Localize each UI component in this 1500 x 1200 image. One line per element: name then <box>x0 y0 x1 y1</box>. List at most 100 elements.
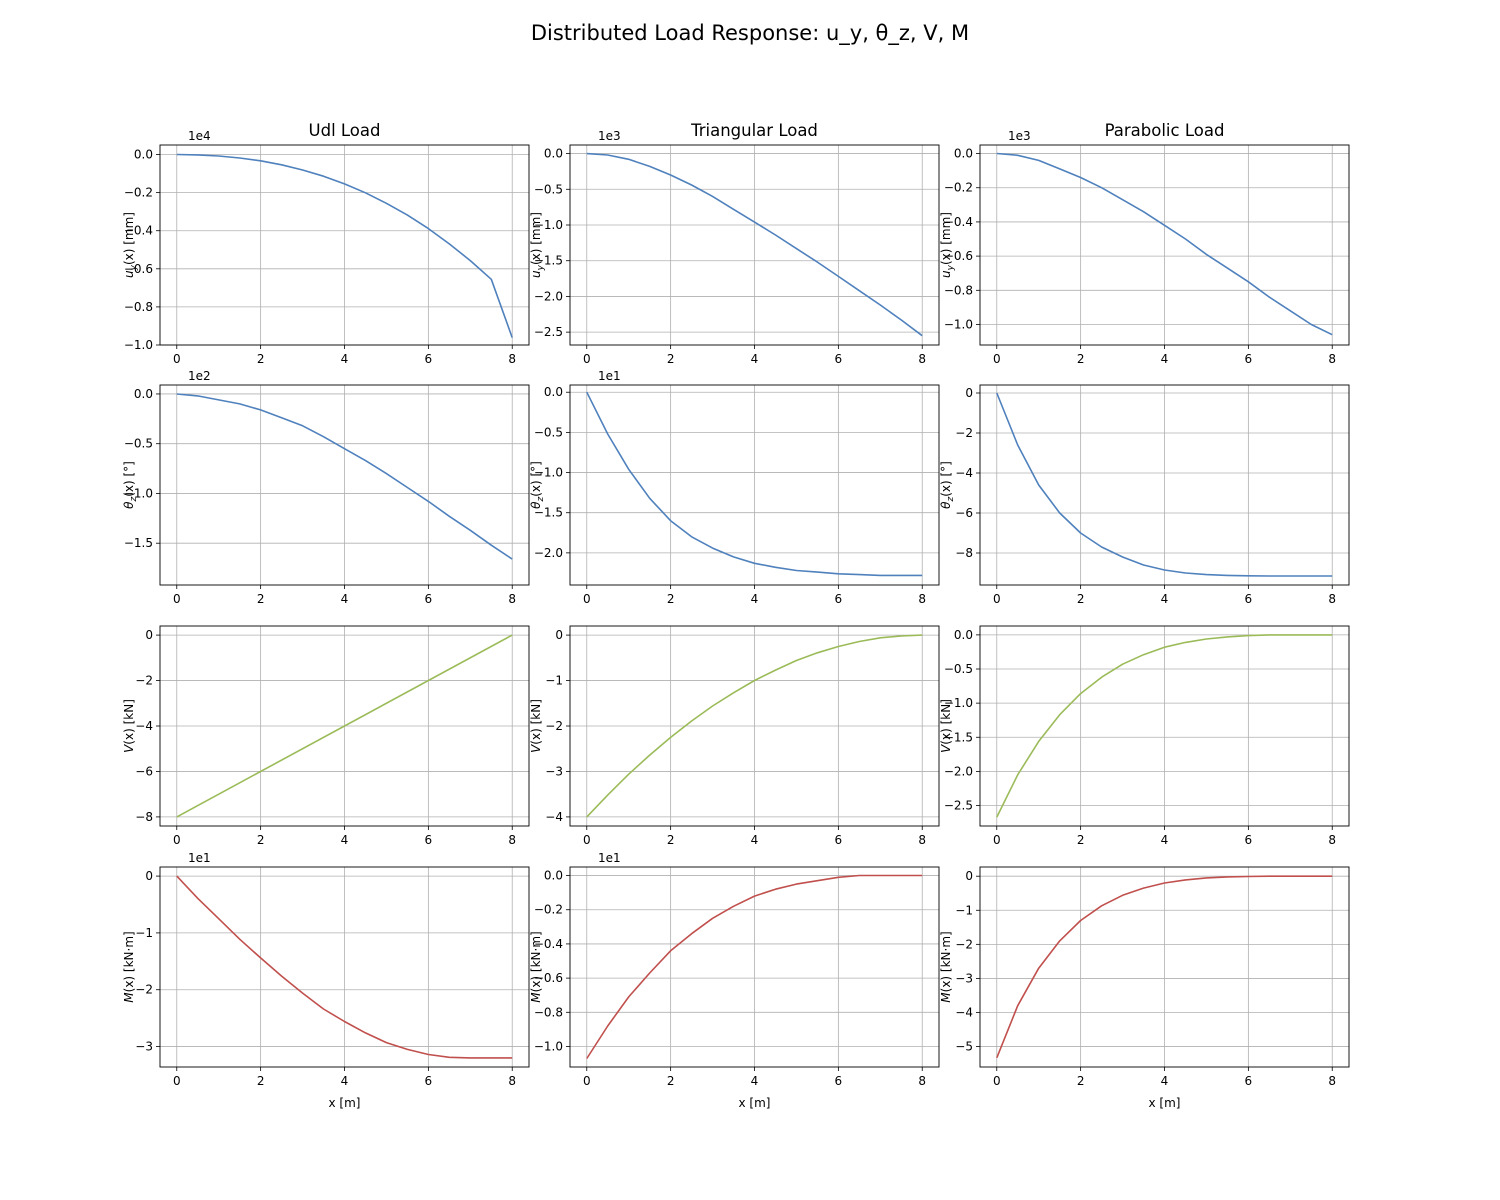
axis-offset-label: 1e1 <box>188 851 211 865</box>
y-axis-label: θz(x) [°] <box>529 461 546 509</box>
y-axis-label-rest: (x) [kN] <box>939 699 953 745</box>
x-tick-label: 6 <box>835 1074 843 1088</box>
y-axis-label-symbol: θ <box>939 501 953 509</box>
x-tick-label: 4 <box>341 833 349 847</box>
x-tick-label: 8 <box>1328 592 1336 606</box>
axis-offset-label: 1e1 <box>598 851 621 865</box>
x-tick-label: 8 <box>508 352 516 366</box>
y-tick-label: 0.0 <box>544 869 563 883</box>
x-tick-label: 2 <box>667 833 675 847</box>
y-axis-label-rest: (x) [kN·m] <box>939 931 953 992</box>
x-tick-label: 8 <box>1328 833 1336 847</box>
y-axis-label-rest: (x) [°] <box>529 461 543 497</box>
y-tick-label: −2.0 <box>944 764 973 778</box>
y-tick-label: −3 <box>135 1040 153 1054</box>
y-axis-label-symbol: M <box>122 992 136 1003</box>
y-tick-label: −2.5 <box>534 325 563 339</box>
y-tick-label: −0.2 <box>124 186 153 200</box>
y-tick-label: 0.0 <box>134 148 153 162</box>
y-tick-label: −4 <box>955 466 973 480</box>
series-line <box>176 393 513 560</box>
subplot-r2-c3: 0 2 4 6 8 0 −2 −4 −6 −8 θz(x) [°] <box>939 384 1350 606</box>
subplot-title: Parabolic Load <box>1105 121 1225 140</box>
y-tick-label: −2 <box>135 983 153 997</box>
y-axis-label: θz(x) [°] <box>939 461 956 509</box>
x-tick-label: 0 <box>993 1074 1001 1088</box>
y-axis-label-symbol: u <box>939 270 953 278</box>
x-tick-label: 4 <box>751 592 759 606</box>
y-tick-label: −5 <box>955 1040 973 1054</box>
y-axis-label-rest: (x) [mm] <box>529 212 543 265</box>
y-tick-label: −0.8 <box>124 300 153 314</box>
y-axis-label: M(x) [kN·m] <box>122 931 136 1002</box>
x-tick-label: 6 <box>425 352 433 366</box>
x-tick-label: 4 <box>1161 833 1169 847</box>
x-axis-label: x [m] <box>739 1096 771 1110</box>
x-tick-label: 2 <box>667 352 675 366</box>
y-axis-label-rest: (x) [°] <box>939 461 953 497</box>
y-tick-label: −3 <box>955 971 973 985</box>
x-tick-label: 0 <box>993 352 1001 366</box>
y-tick-label: −1.0 <box>534 218 563 232</box>
y-axis-label-symbol: V <box>939 744 953 753</box>
y-tick-label: −1.5 <box>534 254 563 268</box>
y-axis-label-rest: (x) [kN] <box>122 699 136 745</box>
series-line <box>586 391 923 577</box>
x-tick-label: 2 <box>257 1074 265 1088</box>
subplot-r1-c2: 0 2 4 6 8 0.0 −0.5 −1.0 −1.5 −2.0 −2.5 1e3 Triangula… <box>529 121 940 366</box>
x-tick-label: 0 <box>173 352 181 366</box>
series-line <box>996 152 1333 336</box>
y-tick-label: −0.5 <box>534 182 563 196</box>
y-axis-label-symbol: V <box>529 744 543 753</box>
y-tick-label: −2 <box>955 426 973 440</box>
y-axis-label-symbol: M <box>939 992 953 1003</box>
y-tick-label: 0 <box>555 628 563 642</box>
y-tick-label: −1.5 <box>534 506 563 520</box>
y-tick-label: 0.0 <box>954 147 973 161</box>
x-tick-label: 0 <box>583 1074 591 1088</box>
y-tick-label: 0.0 <box>544 147 563 161</box>
x-tick-label: 4 <box>341 352 349 366</box>
subplot-r2-c2: 0 2 4 6 8 0.0 −0.5 −1.0 −1.5 −2.0 1e1 θz(x) [°] <box>529 369 940 606</box>
x-tick-label: 2 <box>257 592 265 606</box>
y-axis-label-rest: (x) [kN·m] <box>122 931 136 992</box>
x-tick-label: 8 <box>918 1074 926 1088</box>
y-tick-label: −0.4 <box>124 224 153 238</box>
x-tick-label: 0 <box>583 592 591 606</box>
x-tick-label: 8 <box>918 352 926 366</box>
subplot-title: Triangular Load <box>690 121 818 140</box>
series-line <box>176 875 513 1059</box>
axis-offset-label: 1e4 <box>188 129 211 143</box>
y-tick-label: −0.5 <box>944 662 973 676</box>
y-axis-label-rest: (x) [kN·m] <box>529 931 543 992</box>
axis-offset-label: 1e3 <box>1008 129 1031 143</box>
subplot-grid: 0 2 4 6 8 0.0 −0.2 −0.4 −0.6 −0.8 −1.0 1e4 Udl Load u… <box>122 121 1350 1110</box>
x-tick-label: 8 <box>918 833 926 847</box>
y-tick-label: −2 <box>955 937 973 951</box>
y-axis-label-subscript: z <box>129 497 139 503</box>
y-tick-label: −8 <box>955 546 973 560</box>
y-axis-label: M(x) [kN·m] <box>939 931 953 1002</box>
series-line <box>996 875 1333 1059</box>
subplot-r2-c1: 0 2 4 6 8 0.0 −0.5 −1.0 −1.5 1e2 θz(x) [°] <box>122 369 530 606</box>
x-tick-label: 2 <box>1077 1074 1085 1088</box>
y-tick-label: −0.2 <box>534 903 563 917</box>
y-tick-label: −4 <box>135 719 153 733</box>
y-axis-label: V(x) [kN] <box>939 699 953 753</box>
y-tick-label: −1 <box>545 674 563 688</box>
x-tick-label: 6 <box>835 592 843 606</box>
x-tick-label: 0 <box>993 592 1001 606</box>
x-tick-label: 0 <box>173 833 181 847</box>
y-tick-label: −1.5 <box>124 536 153 550</box>
x-tick-label: 2 <box>1077 352 1085 366</box>
subplot-r3-c2: 0 2 4 6 8 0 −1 −2 −3 −4 V(x) [kN] <box>529 625 940 847</box>
x-tick-label: 4 <box>1161 592 1169 606</box>
x-tick-label: 2 <box>257 833 265 847</box>
axis-offset-label: 1e3 <box>598 129 621 143</box>
y-axis-label-rest: (x) [mm] <box>122 212 136 265</box>
y-tick-label: −2 <box>545 719 563 733</box>
subplot-r4-c1: 0 2 4 6 8 0 −1 −2 −3 1e1 M(x) [kN·m] x [m] <box>122 851 530 1110</box>
x-tick-label: 8 <box>918 592 926 606</box>
